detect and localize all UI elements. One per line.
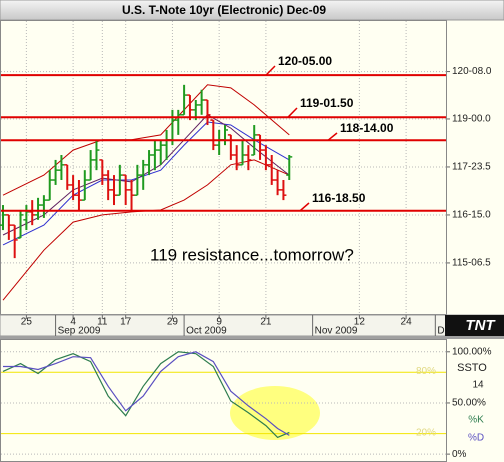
- x-tick-label: 24: [401, 317, 413, 328]
- level-label: 20%: [416, 427, 436, 438]
- level-label: 119-01.50: [300, 96, 354, 110]
- level-label: 80%: [416, 366, 436, 377]
- x-tick-label: 17: [120, 317, 132, 328]
- month-label: Nov 2009: [315, 326, 358, 337]
- series-line: [2, 351, 290, 439]
- y-tick-label: 50.00%: [452, 398, 486, 409]
- level-leader: [287, 107, 298, 118]
- month-label: Oct 2009: [186, 326, 227, 337]
- y-tick-label: 119-00.0: [452, 114, 491, 125]
- panel-separator: [0, 336, 504, 339]
- level-leader: [265, 65, 276, 76]
- annotation: 119 resistance...tomorrow?: [150, 245, 354, 264]
- main-panel: 120-08.0 119-00.0 117-23.5 116-15.0 115-06.5…: [0, 21, 492, 337]
- series-line: [3, 351, 290, 436]
- highlight: [230, 386, 320, 440]
- y-tick-label: 115-06.5: [452, 258, 491, 269]
- month-label: D: [437, 326, 444, 337]
- stoch-panel: 100.00% 50.00% 0% 80% 20%: [1, 346, 492, 460]
- y-tick-label: 116-15.0: [452, 210, 491, 221]
- logo-box: [445, 315, 504, 336]
- month-label: Sep 2009: [58, 326, 101, 337]
- y-tick-label: 120-08.0: [452, 66, 492, 77]
- y-tick-label: 100.00%: [452, 346, 492, 357]
- x-tick-label: 4: [70, 317, 76, 328]
- overlay-line: [2, 121, 290, 246]
- x-tick-label: 25: [21, 317, 33, 328]
- logo: TNT: [465, 317, 496, 334]
- level-label: 120-05.00: [278, 54, 332, 68]
- indicator-period: 14: [472, 380, 484, 391]
- legend-entry: %K: [468, 415, 484, 426]
- x-tick-label: 21: [260, 317, 272, 328]
- level-leader: [299, 202, 310, 212]
- x-tick-label: 9: [216, 317, 222, 328]
- x-tick-label: 29: [167, 317, 179, 328]
- indicator-name: SSTO: [457, 362, 487, 374]
- level-label: 118-14.00: [340, 121, 394, 135]
- legend-entry: %D: [468, 433, 484, 444]
- y-tick-label: 0%: [452, 449, 467, 460]
- chart-title: U.S. T-Note 10yr (Electronic) Dec-09: [122, 3, 326, 17]
- x-tick-label: 11: [97, 317, 108, 328]
- x-tick-label: 12: [354, 317, 366, 328]
- y-tick-label: 117-23.5: [452, 162, 491, 173]
- overlay-line: [2, 84, 290, 196]
- level-label: 116-18.50: [312, 191, 366, 205]
- level-leader: [327, 132, 338, 141]
